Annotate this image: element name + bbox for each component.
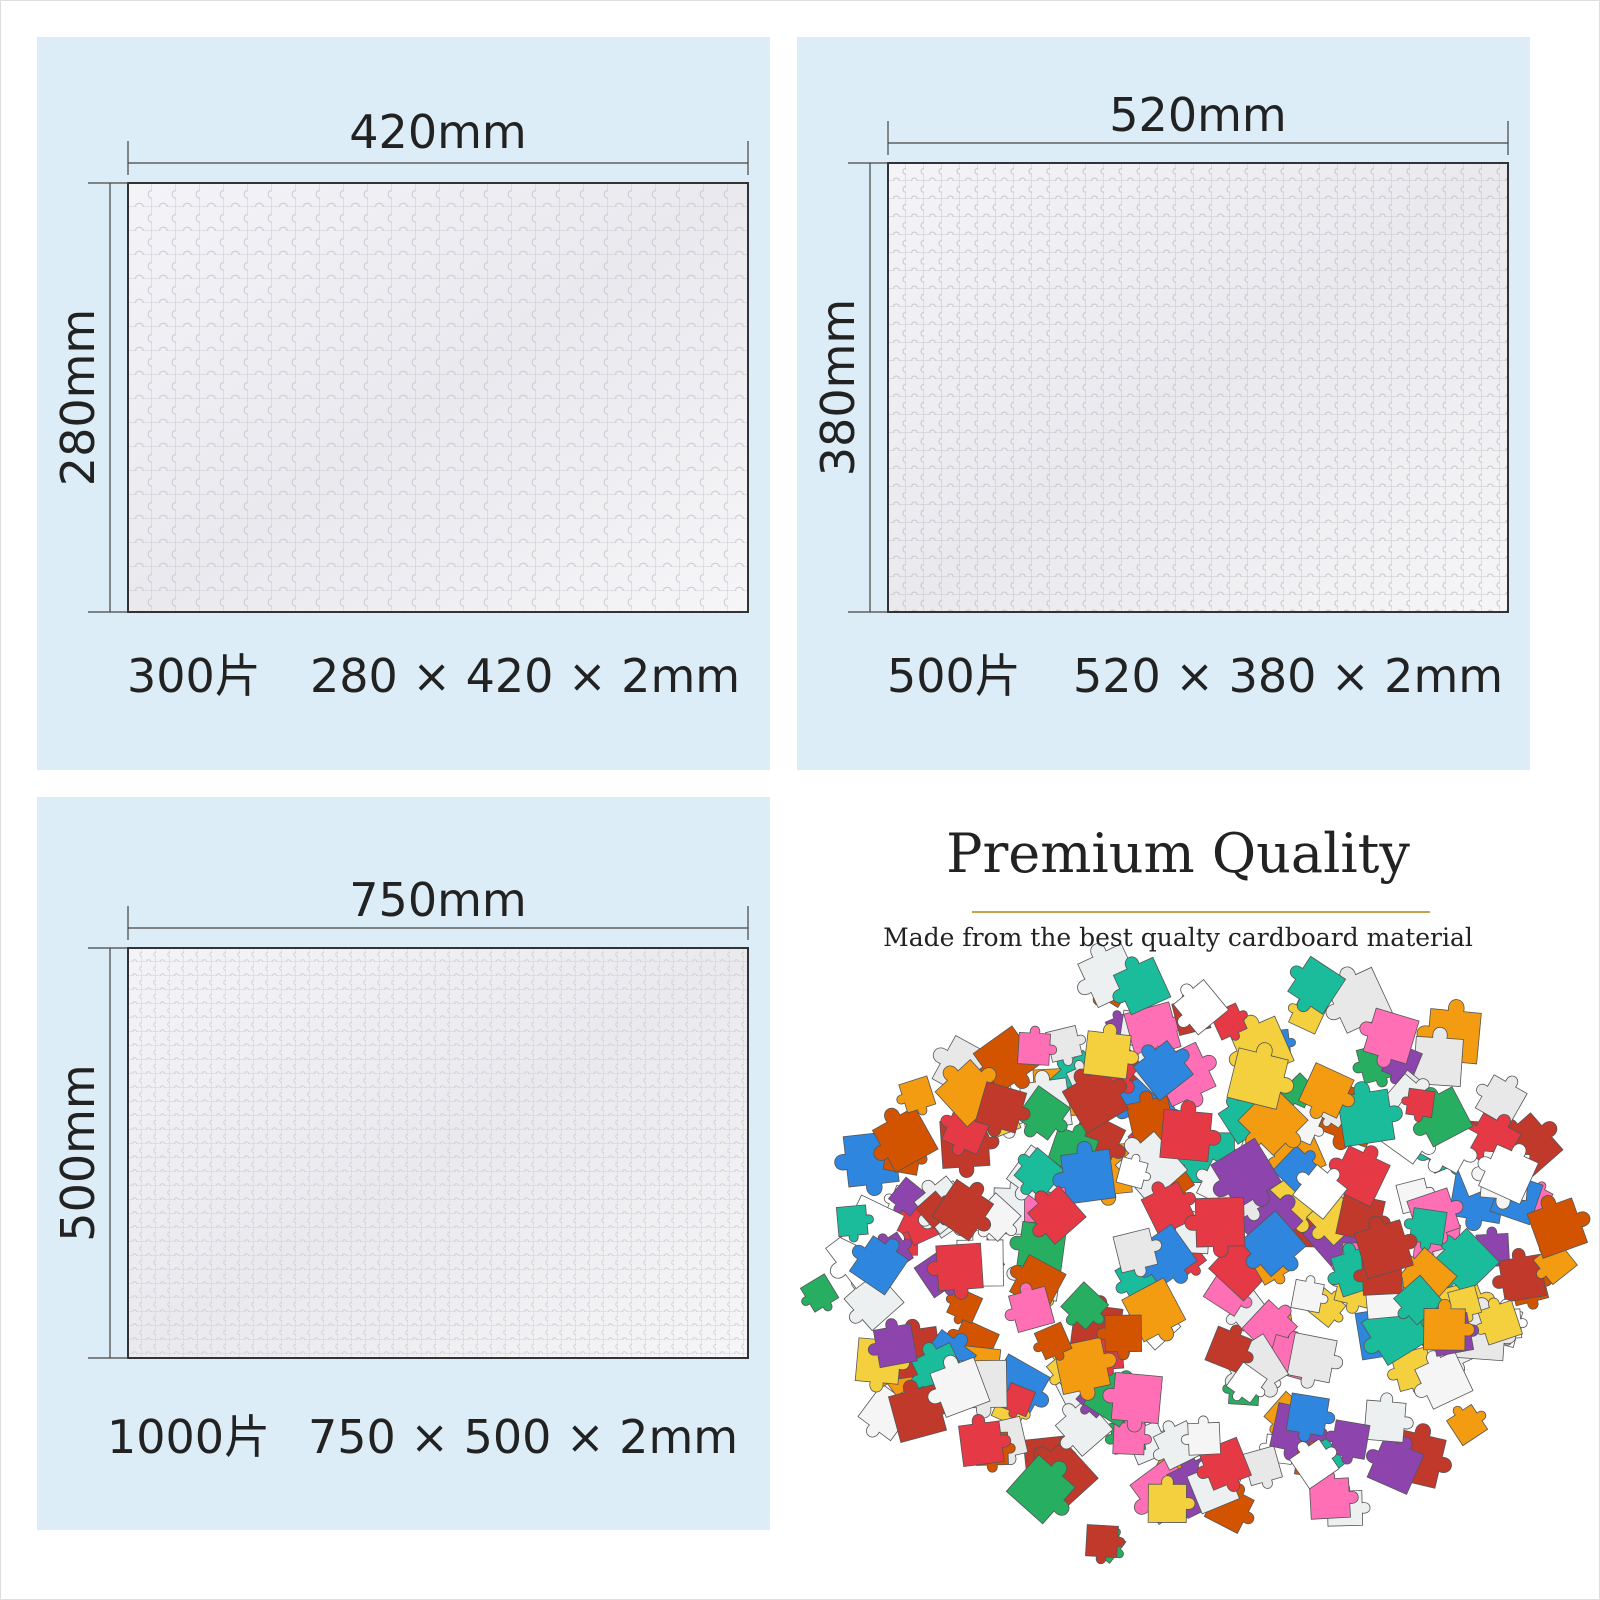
puzzle-grid [127,182,749,613]
piece-count: 1000片 [107,1410,270,1464]
piece-count: 500片 [887,649,1021,703]
puzzle-grid [887,162,1509,613]
puzzle-piece [1365,1436,1425,1495]
puzzle-piece [1210,1137,1283,1210]
puzzle-piece [1082,1023,1139,1080]
puzzle-piece [1115,1153,1151,1190]
puzzle-piece [1096,1314,1143,1361]
puzzle-piece [1359,1007,1420,1068]
size-spec: 750 × 500 × 2mm [308,1410,738,1464]
puzzle-piece [1285,1392,1336,1442]
puzzle-grid [127,947,749,1359]
puzzle-piece [1526,1195,1591,1259]
puzzle-piece [1045,1024,1086,1066]
puzzle-piece [1033,1321,1073,1361]
height-label: 380mm [811,299,865,476]
puzzle-piece [1226,1042,1294,1110]
puzzle-piece [1085,1524,1125,1565]
width-label: 750mm [349,873,526,927]
puzzle-piece [1015,1085,1071,1141]
puzzle-piece [1102,1371,1163,1433]
puzzle-piece [1052,1336,1117,1401]
puzzle-piece [1225,1361,1268,1404]
puzzle-piece [1147,1475,1196,1523]
height-label: 280mm [51,309,105,486]
puzzle-piece [848,1235,910,1296]
puzzle-piece [1004,1282,1056,1333]
puzzle-piece [1477,1143,1539,1205]
puzzle-piece [799,1273,840,1313]
puzzle-piece [835,1204,874,1243]
puzzle-piece [1475,1297,1524,1346]
puzzle-piece [1052,1141,1117,1205]
puzzle-piece [1492,1248,1547,1303]
puzzle-piece [1132,1039,1194,1102]
width-label: 520mm [1109,88,1286,142]
puzzle-piece [1445,1403,1489,1447]
puzzle-piece [1239,1210,1307,1278]
puzzle-piece [1423,1298,1475,1351]
puzzle-piece [974,1081,1031,1137]
puzzle-piece [1005,1454,1076,1525]
puzzle-piece [896,1075,937,1116]
feature-title: Premium Quality [946,822,1410,885]
puzzle-piece [1363,1392,1414,1443]
puzzle-piece [1286,1332,1343,1389]
size-spec: 520 × 380 × 2mm [1073,649,1503,703]
puzzle-piece [931,1178,995,1242]
puzzle-piece [1292,1164,1348,1220]
piece-count: 300片 [127,649,261,703]
puzzle-piece [1290,1275,1329,1314]
puzzle-piece [1353,1215,1418,1280]
puzzle-piece [1288,1438,1340,1490]
height-label: 500mm [51,1064,105,1241]
puzzle-piece [1060,1281,1110,1331]
puzzle-piece [926,1242,984,1300]
puzzle-piece [1159,1100,1222,1163]
puzzle-piece [867,1318,918,1369]
puzzle-piece [1140,1181,1197,1237]
puzzle-piece [1184,1196,1246,1258]
puzzle-piece [1017,1025,1058,1066]
puzzle-piece [1401,1087,1436,1122]
puzzle-piece [871,1106,939,1174]
puzzle-piece [1204,1324,1254,1374]
puzzle-piece [1061,1066,1130,1134]
size-spec: 280 × 420 × 2mm [310,649,740,703]
puzzle-piece [1112,956,1172,1016]
feature-subtitle: Made from the best qualty cardboard mate… [883,923,1473,952]
puzzle-piece [1287,955,1347,1015]
puzzle-piece [1414,1350,1474,1410]
puzzle-piece [1027,1185,1087,1245]
puzzle-pieces [799,943,1591,1565]
puzzle-piece [1112,1227,1162,1277]
width-label: 420mm [349,105,526,159]
puzzle-piece [1172,979,1230,1036]
puzzle-piece [1180,1415,1222,1456]
puzzle-piece [958,1414,1012,1468]
puzzle-piece [1474,1074,1528,1128]
puzzle-piece [1298,1062,1355,1119]
puzzle-piece [1013,1147,1066,1200]
puzzle-piece [927,1354,991,1418]
